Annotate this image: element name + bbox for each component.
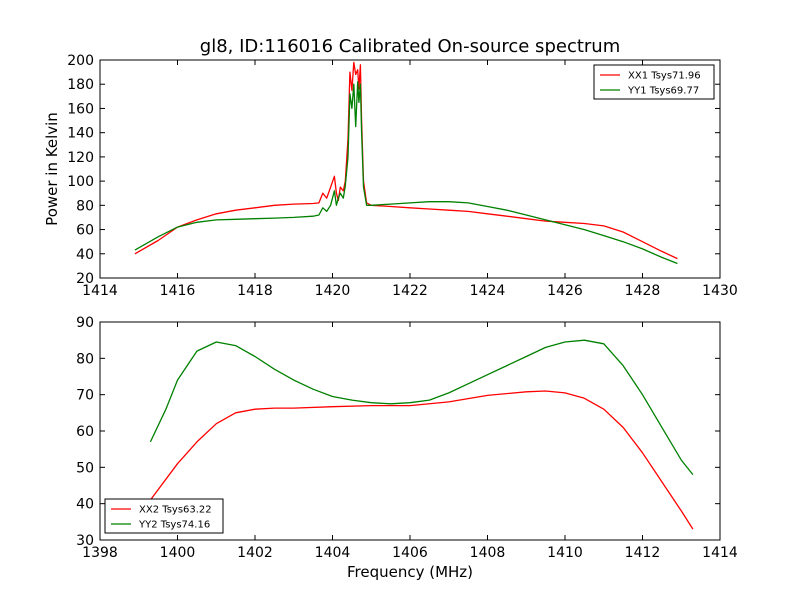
x-tick-label: 1426 (547, 283, 583, 299)
x-tick-label: 1410 (547, 545, 583, 561)
y-tick-label: 20 (76, 271, 94, 287)
legend: XX2 Tsys63.22 YY2 Tsys74.16 (104, 498, 224, 534)
y-tick-label: 30 (76, 533, 94, 549)
y-tick-label: 80 (76, 351, 94, 367)
legend-label: YY2 Tsys74.16 (138, 520, 210, 531)
x-tick-label: 1412 (625, 545, 661, 561)
series-line-yy1 (134, 81, 678, 265)
y-tick-label: 90 (76, 315, 94, 331)
legend-box (593, 64, 715, 100)
top-plot: 1414 1416 1418 1420 1422 1424 1426 1428 1430 20 40… (43, 36, 738, 299)
bottom-plot: 1398 1400 1402 1404 1406 1408 1410 1412 1414 30 40… (76, 315, 738, 581)
x-tick-label: 1430 (702, 283, 738, 299)
x-tick-label: 1404 (315, 545, 351, 561)
y-axis-label: Power in Kelvin (43, 112, 61, 226)
y-tick-label: 160 (67, 101, 94, 117)
legend: XX1 Tsys71.96 YY1 Tsys69.77 (593, 64, 715, 100)
series-line-xx1 (134, 61, 678, 260)
x-tick-label: 1398 (82, 545, 118, 561)
x-tick-label: 1414 (82, 283, 118, 299)
legend-label: XX1 Tsys71.96 (628, 71, 701, 82)
x-tick-label: 1424 (470, 283, 506, 299)
y-tick-label: 180 (67, 77, 94, 93)
series-line-yy2 (149, 339, 694, 476)
legend-label: YY1 Tsys69.77 (627, 86, 699, 97)
y-tick-label: 200 (67, 53, 94, 69)
y-tick-label: 140 (67, 126, 94, 142)
y-tick-label: 50 (76, 460, 94, 476)
y-tick-label: 70 (76, 388, 94, 404)
legend-label: XX2 Tsys63.22 (139, 505, 212, 516)
y-tick-label: 40 (76, 497, 94, 513)
x-tick-label: 1418 (237, 283, 273, 299)
x-axis-label: Frequency (MHz) (347, 563, 473, 581)
y-tick-label: 60 (76, 424, 94, 440)
x-tick-label: 1414 (702, 545, 738, 561)
x-tick-label: 1422 (392, 283, 428, 299)
x-tick-label: 1400 (160, 545, 196, 561)
series-line-xx2 (149, 390, 694, 530)
y-tick-label: 40 (76, 247, 94, 263)
x-tick-label: 1416 (160, 283, 196, 299)
x-tick-label: 1402 (237, 545, 273, 561)
legend-box (104, 498, 224, 534)
chart-title: gl8, ID:116016 Calibrated On-source spec… (200, 36, 620, 57)
y-tick-label: 80 (76, 198, 94, 214)
x-tick-label: 1420 (315, 283, 351, 299)
y-tick-label: 60 (76, 223, 94, 239)
y-tick-label: 120 (67, 150, 94, 166)
x-tick-label: 1406 (392, 545, 428, 561)
y-tick-label: 100 (67, 174, 94, 190)
x-tick-label: 1428 (625, 283, 661, 299)
x-tick-label: 1408 (470, 545, 506, 561)
